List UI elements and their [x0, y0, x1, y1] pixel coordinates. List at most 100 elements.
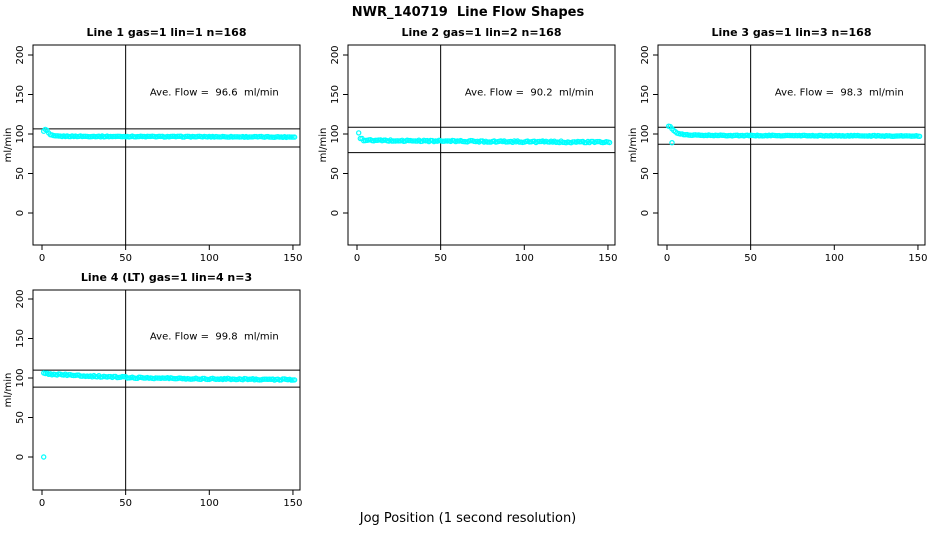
x-tick-label: 100	[200, 253, 219, 264]
y-tick-label: 100	[15, 368, 26, 387]
data-point	[224, 134, 231, 140]
data-point-series	[666, 123, 923, 146]
x-tick-label: 0	[354, 253, 360, 264]
data-point	[86, 133, 92, 140]
x-tick-label: 150	[908, 253, 927, 264]
y-tick-label: 50	[640, 167, 651, 180]
x-axis-label: Jog Position (1 second resolution)	[359, 511, 577, 526]
data-point	[106, 373, 112, 380]
data-point	[824, 133, 831, 139]
data-point	[291, 377, 298, 383]
y-tick-label: 150	[15, 329, 26, 348]
data-point	[707, 132, 714, 139]
x-tick-label: 0	[664, 253, 670, 264]
data-point	[409, 138, 415, 144]
panel-title: Line 3 gas=1 lin=3 n=168	[711, 26, 871, 39]
y-tick-label: 200	[15, 45, 26, 64]
x-tick-label: 100	[200, 498, 219, 509]
y-tick-label: 100	[330, 124, 341, 143]
y-axis-label: ml/min	[3, 373, 14, 408]
ave-flow-annotation: Ave. Flow = 96.6 ml/min	[150, 87, 279, 98]
x-tick-label: 50	[119, 253, 132, 264]
y-tick-label: 50	[330, 167, 341, 180]
data-point-series	[41, 370, 298, 460]
x-tick-label: 150	[598, 253, 617, 264]
data-point-series	[356, 130, 613, 146]
x-tick-label: 50	[744, 253, 757, 264]
y-axis-label: ml/min	[318, 128, 329, 163]
panel-line-4: 0 50 100 150 0 50 100 150 200 ml/min Line 4 (LT) g…	[3, 271, 302, 509]
data-point	[516, 139, 523, 145]
plot-box	[347, 44, 616, 246]
data-point-series	[41, 126, 298, 141]
data-point	[248, 134, 254, 140]
data-point	[179, 134, 186, 140]
x-tick-label: 100	[515, 253, 534, 264]
plot-box	[32, 44, 301, 246]
y-tick-label: 50	[15, 167, 26, 180]
y-tick-label: 150	[15, 85, 26, 104]
data-point	[719, 132, 725, 138]
y-tick-label: 200	[330, 45, 341, 64]
x-tick-label: 100	[825, 253, 844, 264]
y-tick-label: 100	[15, 124, 26, 143]
panel-title: Line 4 (LT) gas=1 lin=4 n=3	[81, 271, 252, 284]
y-tick-label: 200	[640, 45, 651, 64]
data-point	[161, 375, 167, 381]
data-point	[174, 133, 181, 139]
panel-line-3: 0 50 100 150 0 50 100 150 200 ml/min Line 3 gas=1 …	[628, 26, 927, 264]
x-tick-label: 50	[434, 253, 447, 264]
y-tick-label: 0	[640, 210, 651, 216]
data-point	[714, 132, 720, 139]
data-point	[81, 133, 87, 139]
x-tick-label: 0	[39, 498, 45, 509]
x-tick-label: 0	[39, 253, 45, 264]
data-point	[216, 134, 222, 140]
data-point	[439, 138, 445, 144]
y-axis-label: ml/min	[3, 128, 14, 163]
data-point	[893, 133, 899, 139]
chart-title: NWR_140719 Line Flow Shapes	[351, 5, 585, 20]
y-tick-label: 0	[15, 454, 26, 460]
data-point	[916, 133, 923, 139]
plot-box	[32, 289, 301, 491]
y-tick-label: 100	[640, 124, 651, 143]
data-point	[788, 132, 794, 139]
data-point	[52, 133, 59, 139]
data-point	[681, 131, 687, 138]
panel-title: Line 1 gas=1 lin=1 n=168	[86, 26, 246, 39]
outlier-data-point	[41, 454, 47, 460]
y-tick-label: 150	[330, 85, 341, 104]
data-point	[905, 133, 911, 139]
data-point	[372, 137, 379, 143]
data-point	[204, 376, 211, 383]
x-tick-label: 150	[283, 253, 302, 264]
data-point	[261, 376, 268, 382]
data-point	[391, 138, 397, 144]
panel-line-2: 0 50 100 150 0 50 100 150 200 ml/min Line 2 gas=1 …	[318, 26, 617, 264]
outlier-data-point	[669, 139, 675, 146]
y-tick-label: 0	[15, 210, 26, 216]
ave-flow-annotation: Ave. Flow = 99.8 ml/min	[150, 331, 279, 342]
data-point	[606, 139, 613, 146]
y-tick-label: 200	[15, 289, 26, 308]
data-point	[291, 134, 298, 140]
data-point	[169, 133, 176, 139]
data-point	[266, 134, 273, 140]
data-point	[356, 130, 362, 136]
data-point	[595, 138, 601, 145]
data-point	[114, 133, 121, 139]
ave-flow-annotation: Ave. Flow = 98.3 ml/min	[775, 87, 904, 98]
panel-title: Line 2 gas=1 lin=2 n=168	[401, 26, 561, 39]
x-tick-label: 150	[283, 498, 302, 509]
data-point	[288, 134, 294, 140]
ave-flow-annotation: Ave. Flow = 90.2 ml/min	[465, 87, 594, 98]
y-tick-label: 150	[640, 85, 651, 104]
y-tick-label: 50	[15, 411, 26, 424]
y-tick-label: 0	[330, 210, 341, 216]
data-point	[816, 132, 822, 139]
x-tick-label: 50	[119, 498, 132, 509]
data-point	[910, 133, 916, 139]
data-point	[231, 134, 238, 140]
